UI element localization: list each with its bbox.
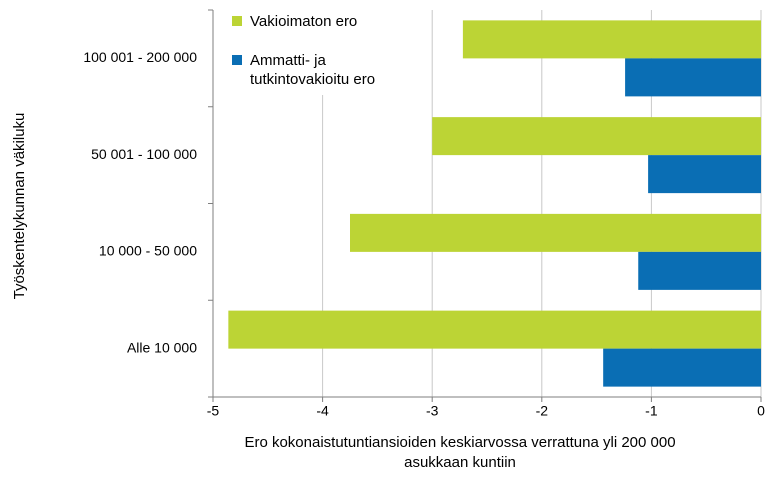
x-tick-label: -1 <box>645 403 658 419</box>
legend-swatch <box>232 16 242 26</box>
legend-label: Vakioimaton ero <box>250 13 358 30</box>
legend-item: Ammatti- ja tutkintovakioitu ero <box>230 51 430 89</box>
y-axis-label: Työskentelykunnan väkiluku <box>11 113 28 300</box>
bar <box>625 58 761 97</box>
x-tick-label: -4 <box>316 403 329 419</box>
legend-swatch <box>232 55 242 65</box>
y-tick-label: 50 001 - 100 000 <box>91 146 197 162</box>
x-tick-label: 0 <box>757 403 765 419</box>
x-tick-label: -5 <box>207 403 220 419</box>
bar <box>603 348 761 387</box>
y-tick-label: 100 001 - 200 000 <box>83 49 197 65</box>
y-tick-label: Alle 10 000 <box>127 339 197 355</box>
x-axis-label: asukkaan kuntiin <box>404 454 516 471</box>
bar <box>350 213 761 252</box>
legend-item: Vakioimaton ero <box>230 12 430 31</box>
bar <box>462 20 761 59</box>
bar <box>228 310 761 349</box>
x-tick-label: -2 <box>536 403 549 419</box>
x-tick-label: -3 <box>426 403 439 419</box>
legend-label: Ammatti- ja tutkintovakioitu ero <box>250 52 376 88</box>
x-axis-label: Ero kokonaistutuntiansioiden keskiarvoss… <box>244 434 675 451</box>
y-tick-label: 10 000 - 50 000 <box>99 243 197 259</box>
bar <box>648 155 761 194</box>
bar <box>638 251 761 290</box>
legend: Vakioimaton ero Ammatti- ja tutkintovakio… <box>226 8 430 95</box>
bar <box>432 117 761 156</box>
